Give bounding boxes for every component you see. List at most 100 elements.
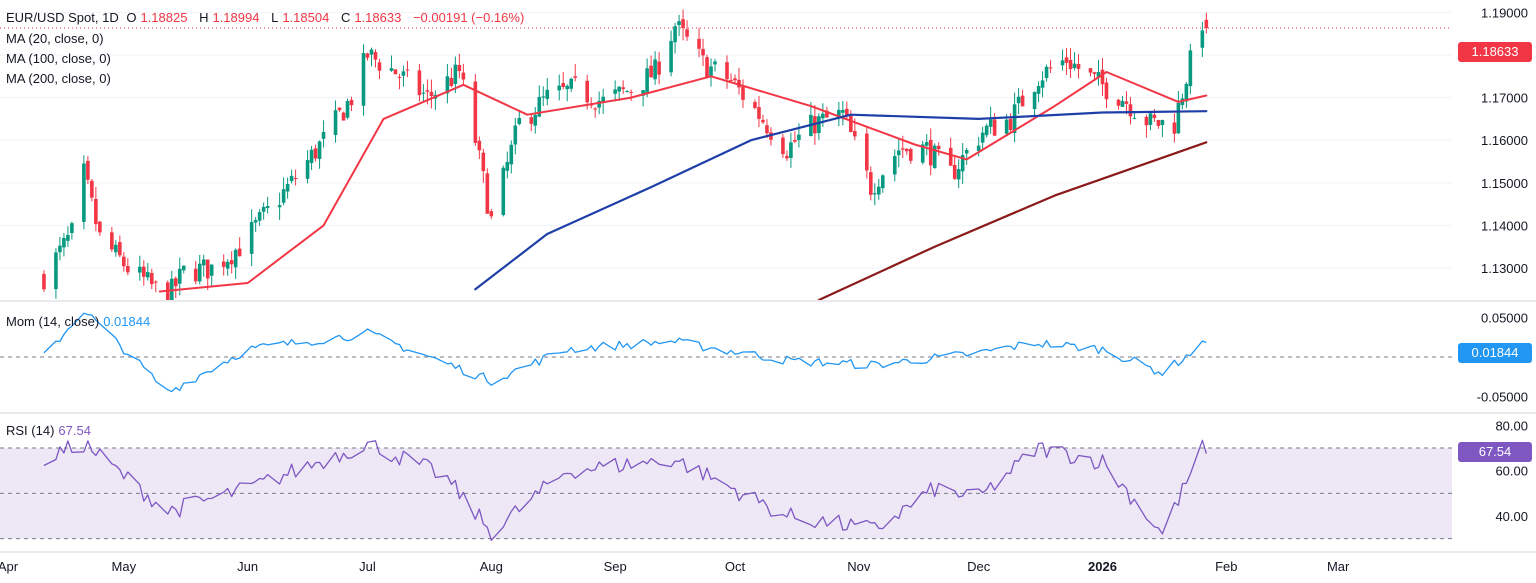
rsi-legend[interactable]: RSI (14) 67.54 <box>6 423 91 438</box>
candle-body <box>90 180 94 198</box>
candle-body <box>793 139 797 142</box>
candle-body <box>94 198 98 225</box>
candle-body <box>853 131 857 137</box>
candle-body <box>1044 66 1049 79</box>
time-tick-label: Oct <box>725 559 746 574</box>
candle-body <box>541 96 546 98</box>
candle-body <box>110 232 114 250</box>
candle-body <box>900 148 905 150</box>
candle-body <box>54 252 58 290</box>
candle-body <box>1048 67 1053 69</box>
candle-body <box>601 96 605 102</box>
candle-body <box>785 156 789 159</box>
candle-body <box>361 53 366 106</box>
candle-body <box>66 234 70 241</box>
time-tick-label: Jul <box>359 559 376 574</box>
candle-body <box>505 161 510 171</box>
candle-body <box>1120 100 1125 107</box>
candle-body <box>365 53 370 58</box>
candle-body <box>1020 95 1025 107</box>
candle-body <box>873 193 877 195</box>
candle-body <box>573 76 578 78</box>
candle-body <box>145 272 150 278</box>
candle-body <box>761 119 765 123</box>
symbol-label: EUR/USD Spot, 1D <box>6 10 119 25</box>
candle-body <box>1096 72 1101 78</box>
candle-body <box>621 87 625 89</box>
candle-body <box>425 90 430 92</box>
candle-body <box>729 79 733 81</box>
change-value: −0.00191 (−0.16%) <box>412 10 525 25</box>
candle-body <box>153 281 158 283</box>
candle-body <box>825 110 829 118</box>
time-tick-label: Mar <box>1327 559 1350 574</box>
candle-body <box>1104 82 1109 100</box>
candle-body <box>389 68 394 71</box>
candle-body <box>453 64 458 85</box>
candle-body <box>673 26 677 43</box>
candle-body <box>976 145 981 151</box>
candle-body <box>169 278 174 300</box>
candle-body <box>593 108 597 110</box>
candle-body <box>197 263 202 282</box>
candle-body <box>892 155 897 175</box>
candle-body <box>681 19 685 28</box>
candle-body <box>789 142 793 158</box>
price-tick-label: 1.19000 <box>1481 5 1528 20</box>
candle-body <box>865 133 869 171</box>
time-tick-label: Jun <box>237 559 258 574</box>
close-value: C 1.18633 <box>340 10 402 25</box>
candle-body <box>1144 116 1149 126</box>
candle-body <box>1040 80 1045 88</box>
ma100-legend[interactable]: MA (100, close, 0) <box>6 51 111 66</box>
price-tick-label: 1.15000 <box>1481 176 1528 191</box>
candle-body <box>1184 83 1189 102</box>
candle-body <box>904 148 909 152</box>
candle-body <box>1092 72 1097 74</box>
time-tick-label: Feb <box>1215 559 1237 574</box>
candle-body <box>249 222 254 254</box>
candle-body <box>545 89 550 99</box>
candle-body <box>948 147 953 166</box>
candle-body <box>1132 117 1137 119</box>
candle-body <box>305 159 310 179</box>
candle-body <box>988 119 993 127</box>
time-tick-label: Sep <box>604 559 627 574</box>
candle-body <box>337 107 342 111</box>
candle-body <box>677 21 681 26</box>
candle-body <box>1072 63 1077 69</box>
candle-body <box>237 248 242 257</box>
candle-body <box>373 51 378 60</box>
ma200-legend[interactable]: MA (200, close, 0) <box>6 71 111 86</box>
mom-legend[interactable]: Mom (14, close) 0.01844 <box>6 314 151 329</box>
candle-body <box>697 38 701 49</box>
candle-body <box>529 117 534 124</box>
candle-body <box>165 282 170 300</box>
candle-body <box>1100 69 1105 85</box>
candle-body <box>920 144 925 163</box>
candle-body <box>1172 122 1177 134</box>
candle-body <box>233 249 238 268</box>
candle-body <box>733 78 737 81</box>
candle-body <box>193 268 198 282</box>
candle-body <box>597 100 601 108</box>
ma100-line <box>474 110 1208 291</box>
candle-body <box>641 90 645 96</box>
candle-body <box>880 175 885 189</box>
candle-body <box>58 245 62 253</box>
candle-body <box>1004 119 1009 134</box>
candle-body <box>649 65 653 78</box>
candle-body <box>1156 119 1161 126</box>
time-tick-label: Apr <box>0 559 19 574</box>
candle-body <box>617 86 621 92</box>
candle-body <box>613 89 617 94</box>
candle-body <box>685 29 689 37</box>
candle-body <box>509 144 514 165</box>
time-tick-label: Nov <box>847 559 871 574</box>
candle-body <box>261 207 266 212</box>
mom-line <box>43 312 1207 393</box>
candle-body <box>1152 114 1157 119</box>
candle-body <box>741 86 745 100</box>
ma20-legend[interactable]: MA (20, close, 0) <box>6 31 104 46</box>
